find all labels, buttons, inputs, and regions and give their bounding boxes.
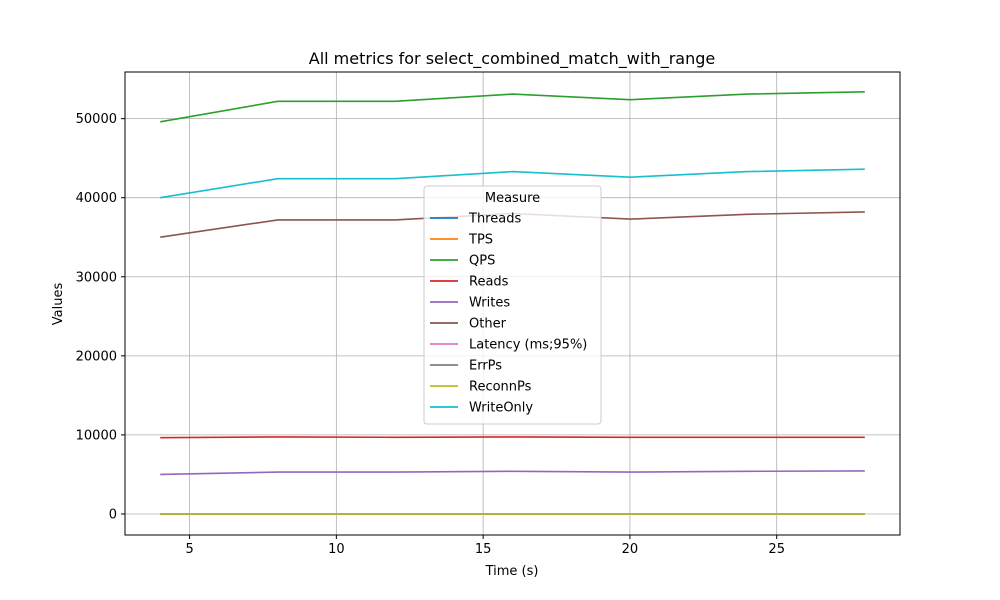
- y-tick-label: 20000: [76, 349, 117, 364]
- x-tick-label: 20: [622, 542, 639, 557]
- legend-entry: Latency (ms;95%): [469, 338, 587, 353]
- legend-entry: ErrPs: [469, 359, 502, 374]
- legend-entry: QPS: [469, 254, 495, 269]
- x-tick-label: 15: [475, 542, 492, 557]
- x-tick-label: 10: [328, 542, 345, 557]
- x-axis-ticks: 5 10 15 20 25: [185, 535, 785, 557]
- x-tick-label: 25: [768, 542, 785, 557]
- legend-entry: Reads: [469, 275, 509, 290]
- legend-entry: Other: [469, 317, 507, 332]
- y-tick-label: 40000: [76, 191, 117, 206]
- y-tick-label: 0: [109, 507, 117, 522]
- series-line-reads: [160, 436, 865, 439]
- legend-entry: Writes: [469, 296, 510, 311]
- chart-title: All metrics for select_combined_match_wi…: [309, 49, 715, 69]
- plot-frame: [124, 71, 901, 536]
- y-tick-label: 50000: [76, 112, 117, 127]
- legend-title: Measure: [485, 191, 540, 206]
- legend-box: [423, 185, 602, 425]
- legend-entry: Threads: [468, 212, 521, 227]
- series-line-writeonly: [160, 168, 865, 199]
- x-axis-label: Time (s): [485, 564, 539, 579]
- x-tick-label: 5: [185, 542, 193, 557]
- series-line-qps: [160, 91, 865, 123]
- legend-entry: TPS: [468, 233, 493, 248]
- y-axis-ticks: 0 10000 20000 30000 40000 50000: [76, 112, 125, 522]
- legend: Measure Threads TPS QPS Reads Writes Other Late…: [423, 185, 602, 425]
- series-line-writes: [160, 470, 865, 476]
- y-axis-label: Values: [51, 283, 66, 326]
- y-tick-label: 10000: [76, 428, 117, 443]
- legend-entry: ReconnPs: [469, 380, 532, 395]
- legend-entry: WriteOnly: [469, 401, 533, 416]
- y-tick-label: 30000: [76, 270, 117, 285]
